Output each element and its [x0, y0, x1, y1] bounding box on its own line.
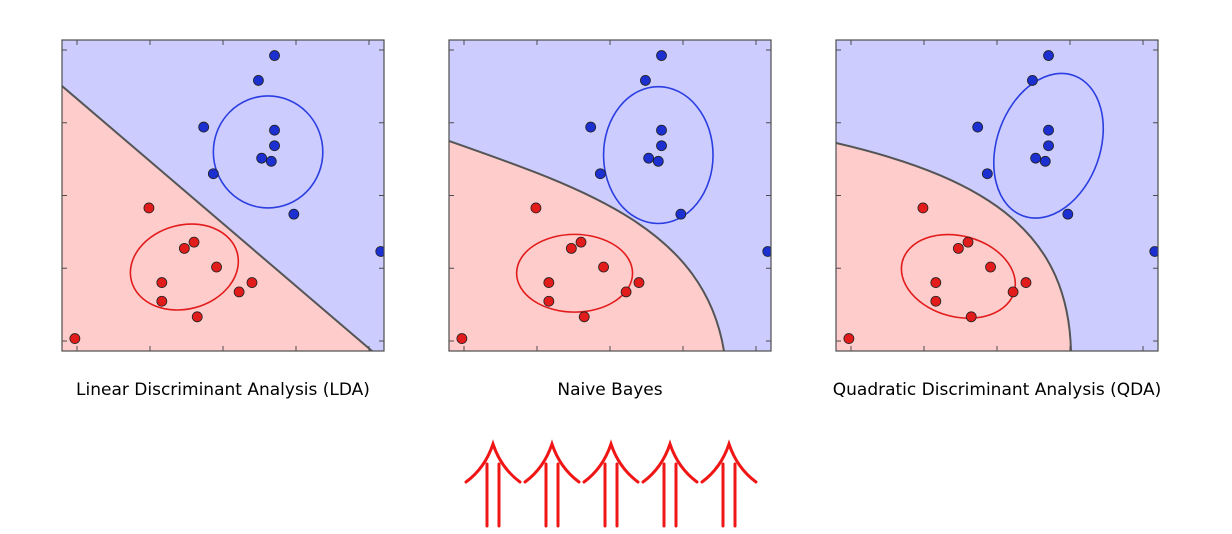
blue-data-point — [375, 246, 384, 257]
gaussian-contour-ellipse — [515, 233, 634, 313]
gaussian-contour-ellipse — [212, 95, 324, 209]
red-data-point — [530, 202, 542, 214]
red-data-point — [156, 277, 168, 288]
red-data-point — [1007, 286, 1019, 298]
red-data-point — [598, 261, 609, 273]
blue-data-point — [1043, 124, 1054, 136]
red-data-point — [952, 242, 964, 254]
red-data-point — [178, 242, 190, 254]
blue-data-point — [1027, 75, 1038, 86]
blue-data-point — [656, 50, 667, 61]
naive-bayes-plot-area — [448, 39, 772, 352]
red-data-point — [575, 236, 587, 248]
blue-data-point — [594, 168, 606, 180]
blue-data-point — [640, 75, 651, 86]
red-data-point — [633, 277, 645, 288]
red-data-point — [156, 295, 168, 307]
lda-title: Linear Discriminant Analysis (LDA) — [76, 380, 370, 400]
red-data-point — [143, 202, 155, 214]
double-up-arrow-icon — [700, 439, 758, 528]
red-data-point — [1020, 277, 1032, 288]
qda-title: Quadratic Discriminant Analysis (QDA) — [833, 380, 1161, 400]
red-data-point — [578, 311, 590, 323]
blue-data-point — [652, 155, 664, 167]
blue-data-point — [269, 140, 280, 152]
red-data-point — [191, 311, 203, 323]
gaussian-contour-ellipse — [992, 72, 1105, 219]
red-data-point — [985, 261, 996, 273]
red-data-point — [962, 236, 974, 248]
blue-data-point — [972, 121, 984, 133]
blue-data-point — [1062, 208, 1074, 220]
blue-data-point — [265, 155, 277, 167]
panel-naive-bayes: Naive Bayes — [448, 39, 772, 400]
blue-data-point — [762, 246, 771, 257]
panel-qda: Quadratic Discriminant Analysis (QDA) — [833, 39, 1161, 400]
red-data-point — [965, 311, 977, 323]
blue-data-point — [253, 75, 264, 86]
red-data-point — [843, 333, 855, 344]
red-data-point — [917, 202, 929, 214]
double-up-arrow-icon — [464, 439, 522, 528]
blue-data-point — [1149, 246, 1158, 257]
blue-data-point — [207, 168, 219, 180]
qda-plot-area — [835, 39, 1159, 352]
blue-data-point — [585, 121, 597, 133]
blue-data-point — [288, 208, 300, 220]
blue-data-point — [1039, 155, 1051, 167]
blue-data-point — [675, 208, 687, 220]
double-up-arrow-icon — [523, 439, 581, 528]
red-data-point — [188, 236, 200, 248]
decision-boundary — [62, 85, 373, 351]
red-data-point — [620, 286, 632, 298]
blue-data-point — [1030, 152, 1042, 164]
blue-data-point — [269, 50, 280, 61]
panel-lda: Linear Discriminant Analysis (LDA) — [61, 39, 385, 400]
red-data-point — [930, 295, 942, 307]
blue-data-point — [981, 168, 993, 180]
red-data-point — [543, 277, 555, 288]
blue-data-point — [269, 124, 280, 136]
red-data-point — [246, 277, 258, 288]
blue-data-point — [656, 140, 667, 152]
red-data-point — [456, 333, 468, 344]
red-data-point — [543, 295, 555, 307]
blue-data-point — [643, 152, 655, 164]
red-data-point — [565, 242, 577, 254]
double-up-arrow-icon — [582, 439, 640, 528]
red-class-region — [449, 141, 724, 351]
lda-plot-area — [61, 39, 385, 352]
arrow-row — [464, 439, 758, 528]
decision-boundary — [836, 142, 1072, 351]
red-data-point — [930, 277, 942, 288]
naive-bayes-title: Naive Bayes — [557, 380, 662, 400]
double-up-arrow-icon — [641, 439, 699, 528]
gaussian-contour-ellipse — [602, 85, 714, 225]
gaussian-contour-ellipse — [129, 223, 240, 311]
blue-data-point — [256, 152, 268, 164]
red-data-point — [233, 286, 245, 298]
blue-data-point — [1043, 140, 1054, 152]
red-data-point — [69, 333, 81, 344]
blue-data-point — [656, 124, 667, 136]
blue-data-point — [198, 121, 210, 133]
decision-boundary — [449, 140, 725, 351]
blue-data-point — [1043, 50, 1054, 61]
red-data-point — [211, 261, 222, 273]
